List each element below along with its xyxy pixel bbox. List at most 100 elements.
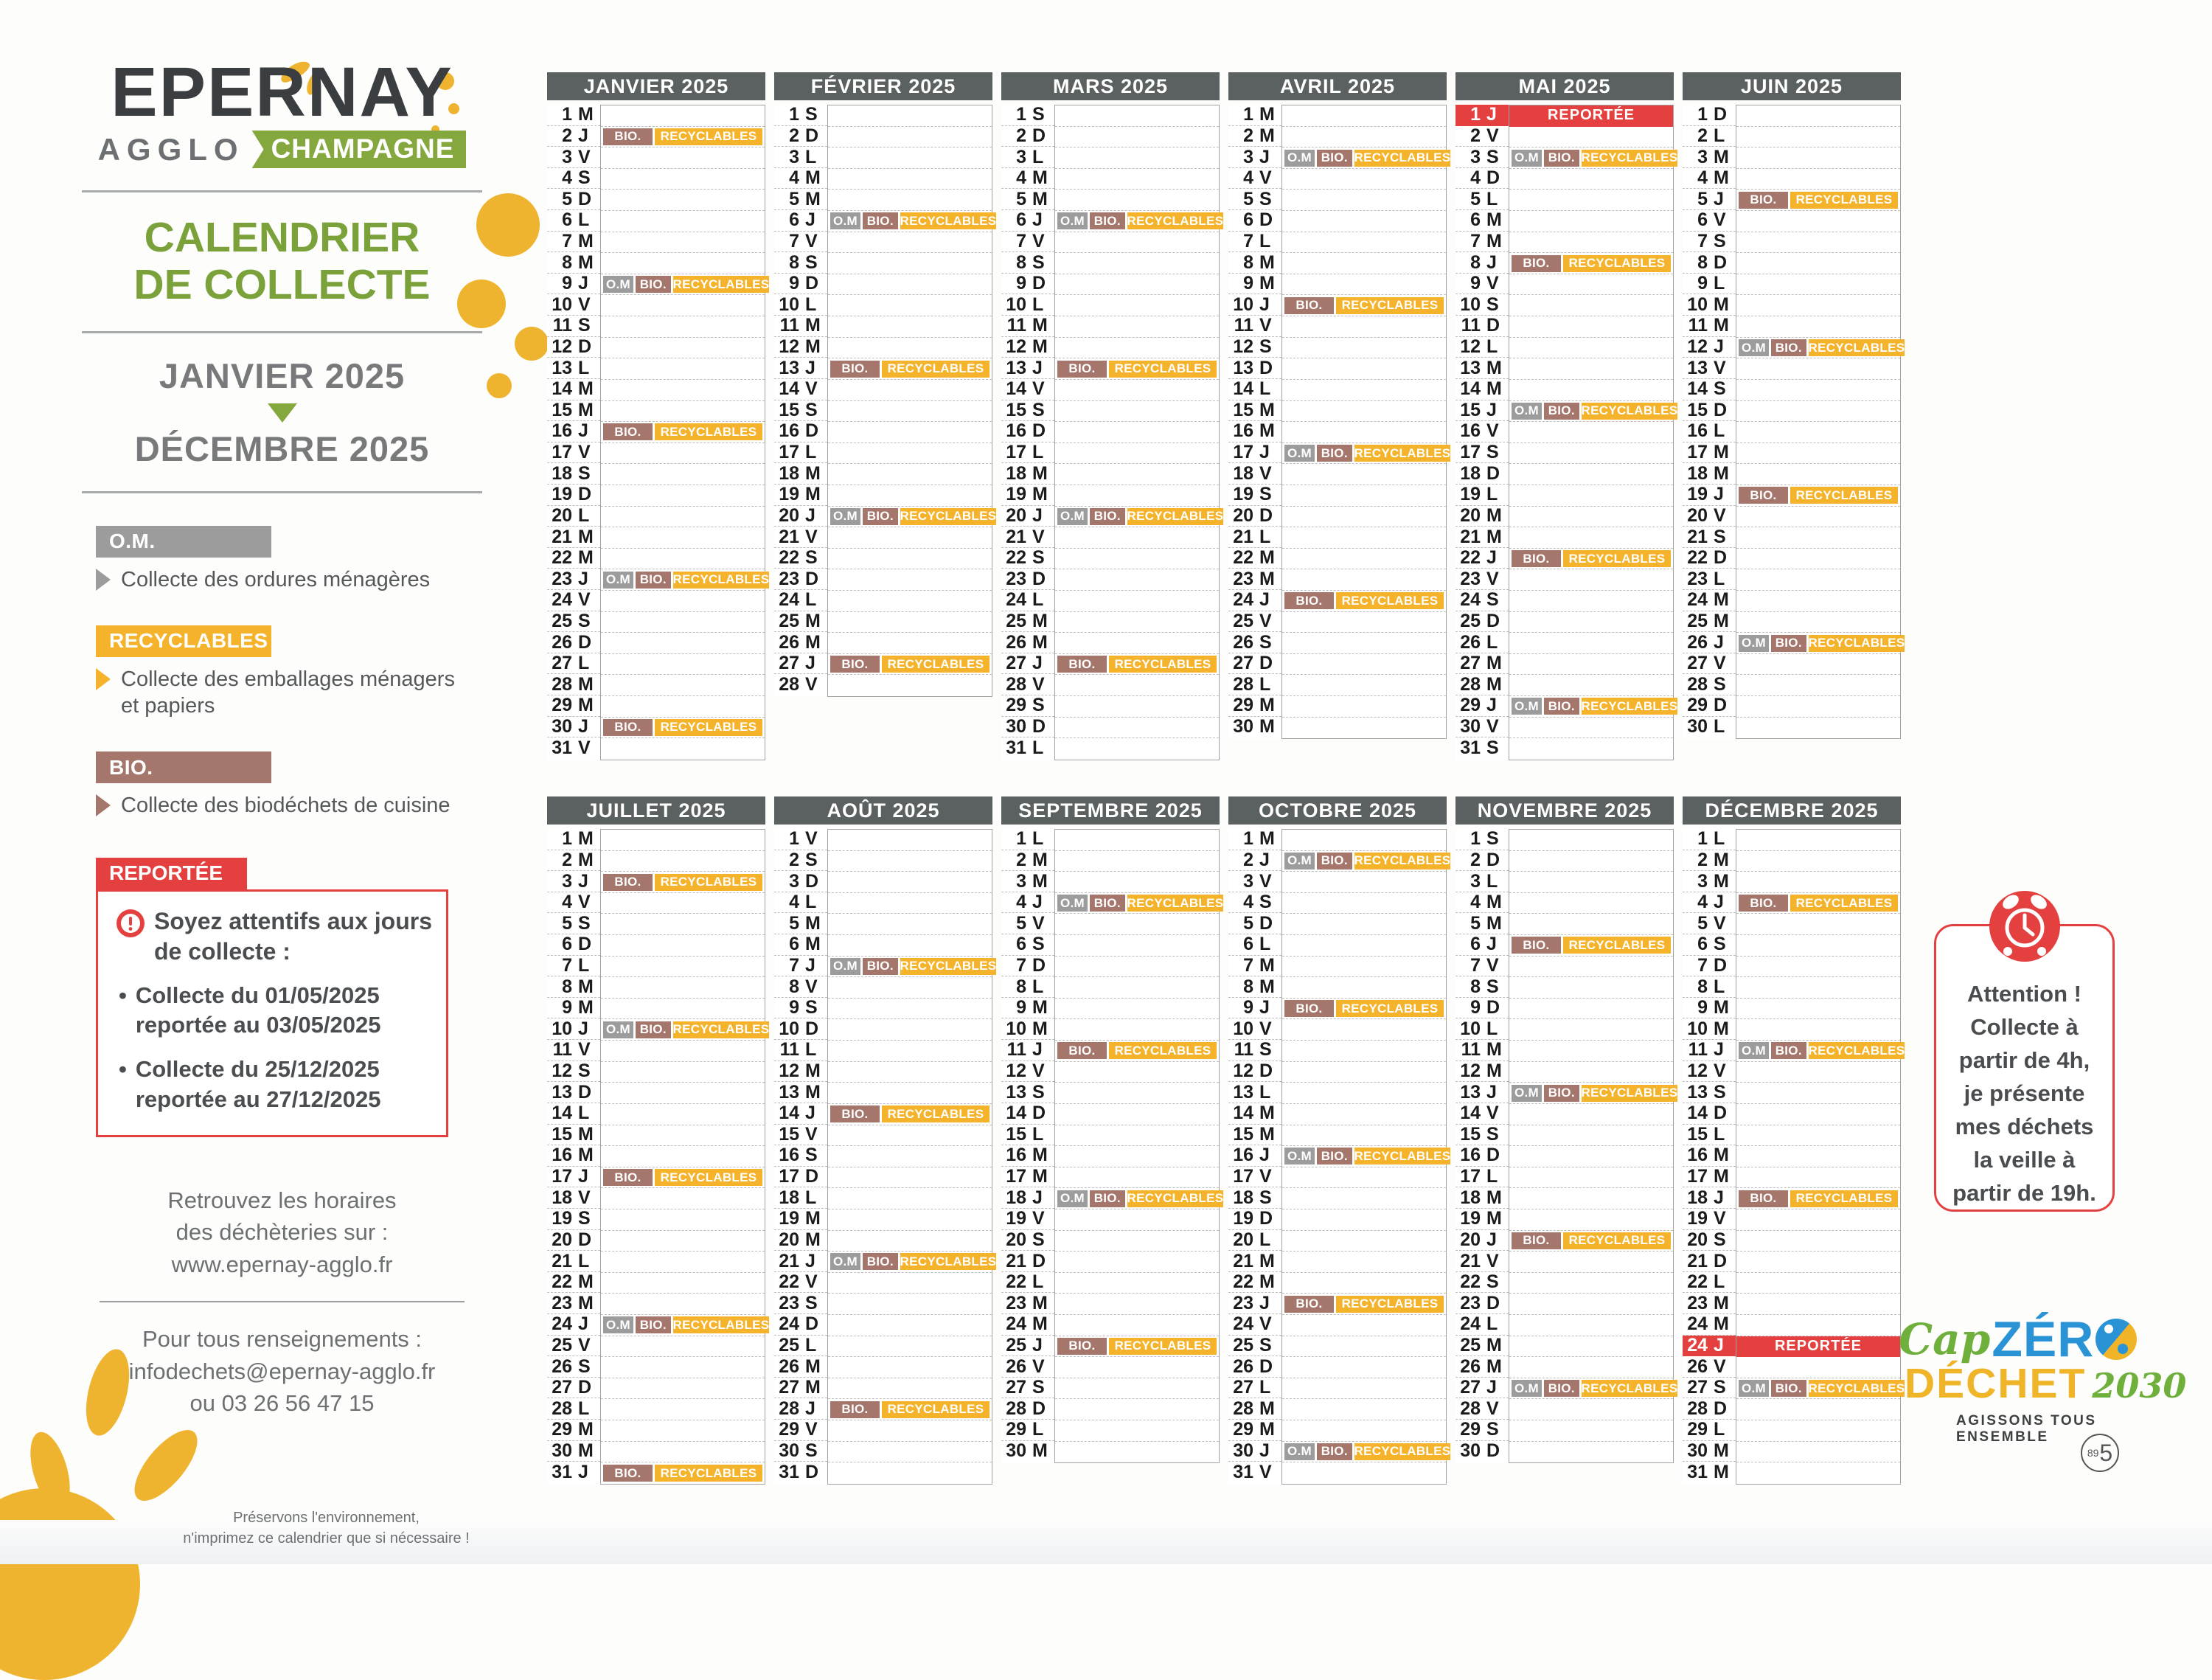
weekday-letter: J [805, 1250, 815, 1271]
recyclables-chip: RECYCLABLES [1127, 895, 1224, 912]
day-label: 15 L [1683, 1124, 1736, 1146]
day-row: BIO. RECYCLABLES [1282, 1294, 1446, 1316]
bio-chip: BIO. [863, 212, 898, 230]
day-label: 29 J [1455, 695, 1509, 717]
day-label: 16 D [774, 420, 827, 442]
warning-icon [116, 909, 145, 937]
day-row [828, 380, 992, 401]
day-label: 29 M [1228, 1419, 1281, 1441]
day-number: 24 [552, 589, 572, 611]
day-number: 3 [562, 146, 572, 167]
weekday-letter: V [1259, 870, 1272, 892]
weekday-letter: M [1486, 1208, 1502, 1229]
month-column: AVRIL 2025 1 M 2 M 3 J 4 V 5 S 6 D 7 L 8 M 9 M 10 J 11 V 12 S 13 D… [1228, 72, 1451, 760]
weekday-letter: M [1259, 125, 1275, 146]
bio-chip: BIO. [1284, 296, 1334, 314]
weekday-letter: M [1259, 976, 1275, 997]
day-label: 13 L [547, 358, 600, 379]
day-label: 14 D [1683, 1103, 1736, 1125]
page-title-line1: CALENDRIER [144, 214, 420, 261]
day-row [828, 830, 992, 851]
weekday-letter: L [1259, 673, 1271, 695]
day-label: 30 D [1455, 1440, 1509, 1462]
day-number: 13 [779, 357, 799, 378]
bio-chip: BIO. [636, 571, 671, 589]
day-row [828, 1336, 992, 1358]
day-number: 27 [1233, 1377, 1253, 1398]
day-number: 5 [1697, 188, 1708, 209]
month-title: DÉCEMBRE 2025 [1683, 796, 1901, 825]
day-number: 23 [779, 568, 799, 589]
day-number: 5 [562, 912, 572, 934]
weekday-letter: M [1714, 589, 1729, 611]
day-number: 11 [1688, 1039, 1708, 1061]
day-number: 23 [1233, 1292, 1253, 1313]
recyclables-chip: RECYCLABLES [1808, 1042, 1905, 1060]
sidebar: EPERNAY AGGLO CHAMPAGNE CALENDRIER DE CO… [70, 58, 494, 1549]
day-label: 13 M [774, 1082, 827, 1103]
day-number: 27 [1006, 1377, 1026, 1398]
day-number: 9 [1697, 273, 1708, 294]
weekday-letter: S [1032, 934, 1045, 955]
calendar-row-bottom: JUILLET 2025 1 M 2 M 3 J 4 V 5 S 6 D 7 L 8 M 9 M 10 J 11 V 12 S 1… [547, 796, 1905, 1485]
weekday-letter: L [1032, 1419, 1044, 1440]
day-row [1282, 1315, 1446, 1336]
day-number: 13 [1687, 357, 1708, 378]
day-row: O.M BIO. RECYCLABLES [1509, 1378, 1678, 1400]
day-label: 23 S [774, 1293, 827, 1315]
day-row [1282, 1083, 1446, 1104]
weekday-letter: S [1032, 104, 1045, 125]
day-row [828, 338, 992, 359]
day-row [1736, 654, 1900, 676]
weekday-letter: V [1259, 315, 1272, 336]
day-label: 26 S [1228, 632, 1281, 653]
day-label: 13 S [1001, 1082, 1054, 1103]
weekday-letter: J [1486, 1229, 1497, 1250]
day-number: 5 [1470, 912, 1481, 934]
day-number: 19 [552, 1208, 572, 1229]
weekday-letter: M [1486, 673, 1502, 695]
day-row [1509, 358, 1673, 380]
day-row [1736, 1062, 1900, 1083]
day-row [1282, 675, 1446, 697]
weekday-letter: S [805, 547, 818, 569]
om-chip: O.M [603, 1316, 634, 1334]
day-number: 8 [1697, 251, 1708, 273]
recyclables-chip: RECYCLABLES [1335, 592, 1444, 610]
weekday-letter: S [1714, 1229, 1726, 1250]
recyclables-chip: RECYCLABLES [672, 571, 770, 589]
om-badge: O.M. [96, 525, 271, 558]
day-row [1509, 633, 1673, 654]
day-row [1509, 169, 1673, 190]
decor-dot-small [487, 373, 512, 398]
day-row [828, 401, 992, 423]
day-label: 10 L [1455, 1018, 1509, 1041]
weekday-letter: D [805, 1018, 819, 1039]
weekday-letter: M [1032, 167, 1048, 189]
day-number: 9 [1243, 997, 1253, 1018]
day-number: 5 [1016, 912, 1026, 934]
day-row [1509, 1336, 1673, 1358]
weekday-letter: V [1259, 1313, 1272, 1335]
weekday-letter: M [1486, 912, 1502, 934]
day-number: 25 [552, 1334, 572, 1356]
weekday-letter: D [1032, 273, 1046, 294]
day-number: 2 [1016, 125, 1026, 146]
day-number: 5 [1243, 912, 1253, 934]
day-label: 21 D [1001, 1251, 1054, 1272]
day-number: 25 [779, 1334, 799, 1356]
bio-chip: BIO. [603, 873, 653, 891]
day-number: 20 [1460, 1229, 1481, 1250]
day-row [1509, 1252, 1673, 1273]
day-row [1736, 105, 1900, 127]
day-number: 14 [1687, 1103, 1708, 1124]
weekday-letter: M [1259, 1271, 1275, 1293]
weekday-letter: M [805, 1356, 821, 1377]
recyclables-chip: RECYCLABLES [1808, 1380, 1905, 1398]
